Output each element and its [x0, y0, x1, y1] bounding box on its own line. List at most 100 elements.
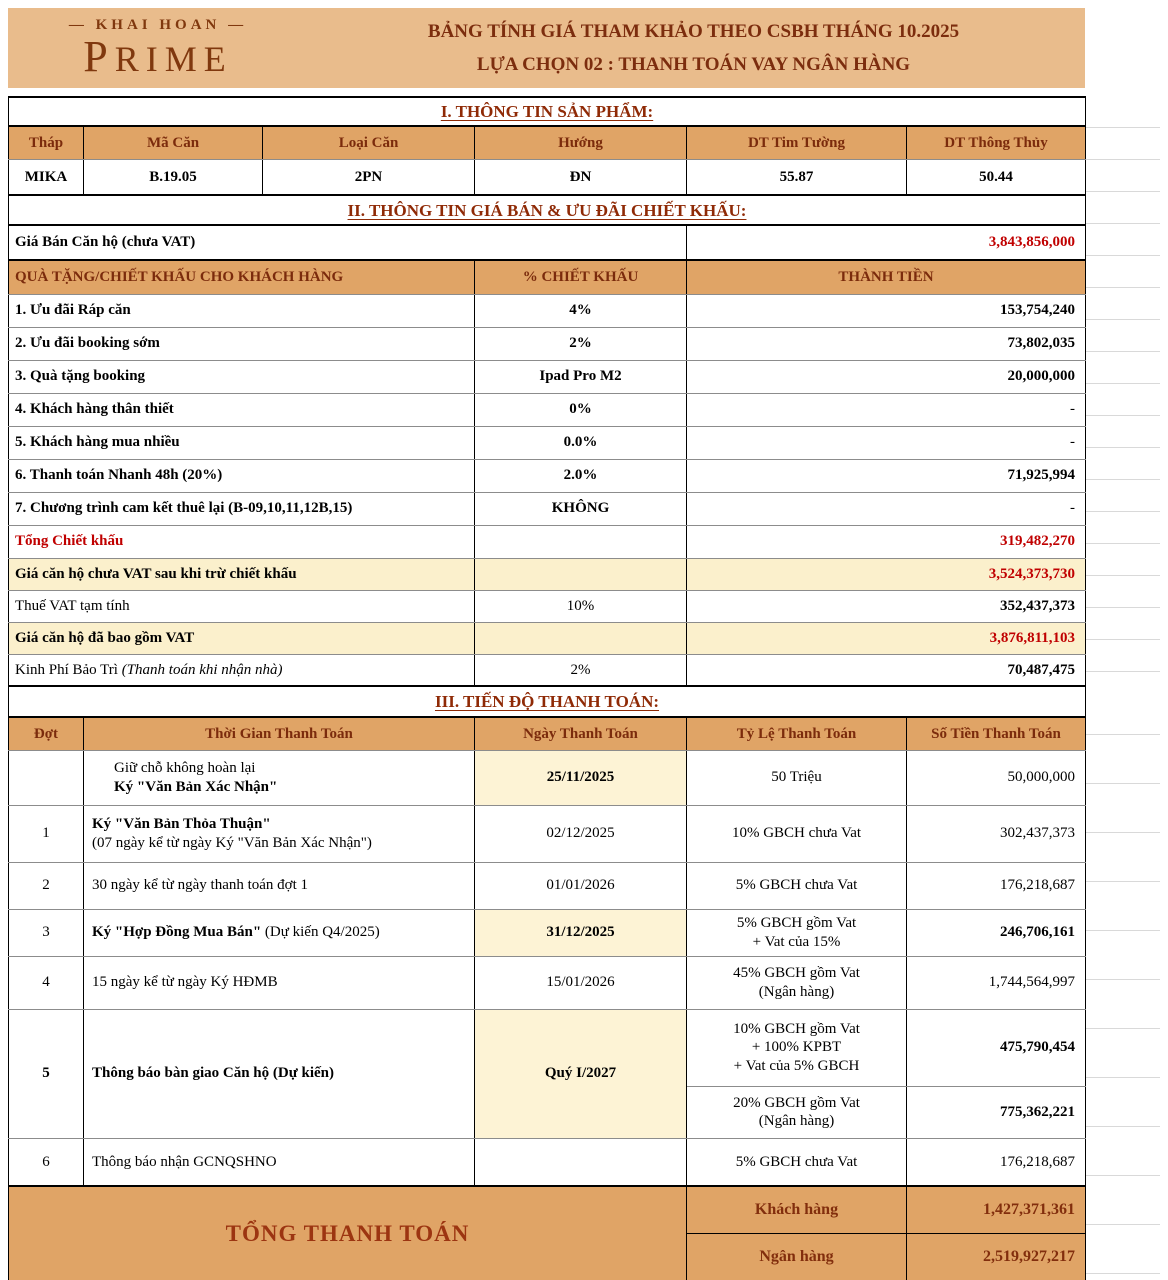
- discount-row-4: 4. Khách hàng thân thiết 0% -: [8, 392, 1086, 427]
- payment-row-5b: 20% GBCH gồm Vat (Ngân hàng) 775,362,221: [9, 1085, 1086, 1139]
- footer-amount-khach-hang: 1,427,371,361: [906, 1185, 1086, 1234]
- payment-rate: 10% GBCH chưa Vat: [686, 804, 907, 863]
- payment-amount: 246,706,161: [906, 908, 1086, 957]
- discount-amount: 20,000,000: [686, 359, 1086, 394]
- section3-title: III. TIẾN ĐỘ THANH TOÁN:: [8, 685, 1086, 719]
- payment-time-main: Ký "Hợp Đồng Mua Bán": [92, 924, 262, 941]
- sheet-title-line2: LỰA CHỌN 02 : THANH TOÁN VAY NGÂN HÀNG: [476, 54, 911, 75]
- dot-number: 3: [8, 908, 84, 957]
- value-loai-can: 2PN: [262, 158, 475, 196]
- right-gridlines-lower: [1086, 686, 1160, 1280]
- payment-time: Thông báo nhận GCNQSHNO: [83, 1137, 475, 1187]
- payment-rate-line2: (Ngân hàng): [758, 1113, 835, 1130]
- dot-number: [8, 749, 84, 806]
- payment-date: [474, 1137, 687, 1187]
- payment-rate-line2: + 100% KPBT: [751, 1039, 842, 1056]
- col-dot: Đợt: [8, 716, 84, 751]
- discount-label: 1. Ưu đãi Ráp căn: [8, 293, 475, 328]
- logo-top-text: — KHAI HOAN —: [68, 17, 248, 33]
- discount-amount: 73,802,035: [686, 326, 1086, 361]
- section3-title-row: III. TIẾN ĐỘ THANH TOÁN:: [8, 685, 1086, 719]
- payment-row-5a: 5 Thông báo bàn giao Căn hộ (Dự kiến) Qu…: [8, 1008, 1086, 1139]
- dot-number: 5: [8, 1008, 84, 1139]
- total-discount-percent: [474, 524, 687, 559]
- discount-amount: -: [686, 491, 1086, 526]
- col-so-tien: Số Tiền Thanh Toán: [906, 716, 1086, 751]
- discount-label: 5. Khách hàng mua nhiều: [8, 425, 475, 460]
- discount-row-5: 5. Khách hàng mua nhiều 0.0% -: [8, 425, 1086, 460]
- payment-time: Ký "Văn Bản Thỏa Thuận" (07 ngày kể từ n…: [83, 804, 475, 863]
- vat-amount: 352,437,373: [686, 589, 1086, 623]
- payment-date: 31/12/2025: [474, 908, 687, 957]
- dot-number: 6: [8, 1137, 84, 1187]
- sheet-content: — KHAI HOAN — PRIME BẢNG TÍNH GIÁ THAM K…: [8, 8, 1086, 1280]
- col-ty-le: Tỷ Lệ Thanh Toán: [686, 716, 907, 751]
- payment-time: Giữ chỗ không hoàn lại Ký "Văn Bản Xác N…: [83, 749, 475, 806]
- payment-time: 15 ngày kể từ ngày Ký HĐMB: [83, 955, 475, 1010]
- sheet-title-line1: BẢNG TÍNH GIÁ THAM KHẢO THEO CSBH THÁNG …: [427, 20, 960, 42]
- discount-amount: -: [686, 392, 1086, 427]
- payment-date: 15/01/2026: [474, 955, 687, 1010]
- value-dt-thong-thuy: 50.44: [906, 158, 1086, 196]
- total-discount-row: Tổng Chiết khấu 319,482,270: [8, 524, 1086, 559]
- grand-total-label: TỔNG THANH TOÁN: [8, 1185, 687, 1280]
- col-ngay: Ngày Thanh Toán: [474, 716, 687, 751]
- discount-amount: 71,925,994: [686, 458, 1086, 493]
- payment-amount: 176,218,687: [906, 861, 1086, 910]
- col-dt-tim-tuong: DT Tim Tường: [686, 125, 907, 160]
- section1-title: I. THÔNG TIN SẢN PHẨM:: [8, 95, 1086, 128]
- vat-percent: 10%: [474, 589, 687, 623]
- payment-time-line1: Giữ chỗ không hoàn lại: [114, 760, 256, 776]
- logo-main-text: PRIME: [83, 32, 233, 81]
- payment-row-3: 3 Ký "Hợp Đồng Mua Bán" (Dự kiến Q4/2025…: [8, 908, 1086, 957]
- section1-header-row: Tháp Mã Căn Loại Căn Hướng DT Tim Tường …: [8, 125, 1086, 160]
- price-with-vat-amount: 3,876,811,103: [686, 621, 1086, 655]
- price-after-discount-amount: 3,524,373,730: [686, 557, 1086, 591]
- col-huong: Hướng: [474, 125, 687, 160]
- payment-row-2: 2 30 ngày kể từ ngày thanh toán đợt 1 01…: [8, 861, 1086, 910]
- payment-time-line2: (07 ngày kể từ ngày Ký "Văn Bản Xác Nhận…: [92, 834, 372, 851]
- col-discount-amount: THÀNH TIỀN: [686, 259, 1086, 295]
- section2-title-row: II. THÔNG TIN GIÁ BÁN & ƯU ĐÃI CHIẾT KHẤ…: [8, 194, 1086, 227]
- discount-amount: -: [686, 425, 1086, 460]
- payment-amount: 1,744,564,997: [906, 955, 1086, 1010]
- maintenance-fee-row: Kinh Phí Bảo Trì (Thanh toán khi nhận nh…: [8, 653, 1086, 687]
- sheet-title: BẢNG TÍNH GIÁ THAM KHẢO THEO CSBH THÁNG …: [308, 15, 1085, 82]
- discount-label: 2. Ưu đãi booking sớm: [8, 326, 475, 361]
- section2-header-row: QUÀ TẶNG/CHIẾT KHẤU CHO KHÁCH HÀNG % CHI…: [8, 259, 1086, 295]
- price-after-discount-label: Giá căn hộ chưa VAT sau khi trừ chiết kh…: [8, 557, 475, 591]
- discount-percent: 2%: [474, 326, 687, 361]
- discount-percent: 4%: [474, 293, 687, 328]
- footer-row-ngan-hang: Ngân hàng 2,519,927,217: [9, 1232, 1086, 1280]
- payment-amount: 176,218,687: [906, 1137, 1086, 1187]
- payment-rate: 5% GBCH gồm Vat + Vat của 15%: [686, 908, 907, 957]
- discount-percent: KHÔNG: [474, 491, 687, 526]
- payment-rate: 5% GBCH chưa Vat: [686, 861, 907, 910]
- vat-row: Thuế VAT tạm tính 10% 352,437,373: [8, 589, 1086, 623]
- discount-row-2: 2. Ưu đãi booking sớm 2% 73,802,035: [8, 326, 1086, 361]
- col-ma-can: Mã Căn: [83, 125, 263, 160]
- discount-row-7: 7. Chương trình cam kết thuê lại (B-09,1…: [8, 491, 1086, 526]
- discount-label: 4. Khách hàng thân thiết: [8, 392, 475, 427]
- payment-rate-line1: 5% GBCH gồm Vat: [736, 915, 857, 931]
- section1-data-row: MIKA B.19.05 2PN ĐN 55.87 50.44: [8, 158, 1086, 196]
- base-price-label: Giá Bán Căn hộ (chưa VAT): [8, 224, 687, 262]
- footer-amount-ngan-hang: 2,519,927,217: [906, 1232, 1086, 1280]
- payment-rate-line2: (Ngân hàng): [758, 983, 835, 1000]
- footer-label-ngan-hang: Ngân hàng: [686, 1232, 907, 1280]
- discount-row-1: 1. Ưu đãi Ráp căn 4% 153,754,240: [8, 293, 1086, 328]
- payment-date: 02/12/2025: [474, 804, 687, 863]
- price-after-discount-percent: [474, 557, 687, 591]
- payment-date: Quý I/2027: [474, 1008, 687, 1139]
- payment-rate-line2: + Vat của 15%: [752, 933, 841, 950]
- payment-rate: 10% GBCH gồm Vat + 100% KPBT + Vat của 5…: [686, 1008, 907, 1087]
- price-table: I. THÔNG TIN SẢN PHẨM: Tháp Mã Căn Loại …: [8, 95, 1086, 1280]
- payment-row-6: 6 Thông báo nhận GCNQSHNO 5% GBCH chưa V…: [8, 1137, 1086, 1187]
- price-with-vat-label: Giá căn hộ đã bao gồm VAT: [8, 621, 475, 655]
- vat-label: Thuế VAT tạm tính: [8, 589, 475, 623]
- section2-title: II. THÔNG TIN GIÁ BÁN & ƯU ĐÃI CHIẾT KHẤ…: [8, 194, 1086, 227]
- payment-time: Thông báo bàn giao Căn hộ (Dự kiến): [83, 1008, 475, 1139]
- value-thap: MIKA: [8, 158, 84, 196]
- value-huong: ĐN: [474, 158, 687, 196]
